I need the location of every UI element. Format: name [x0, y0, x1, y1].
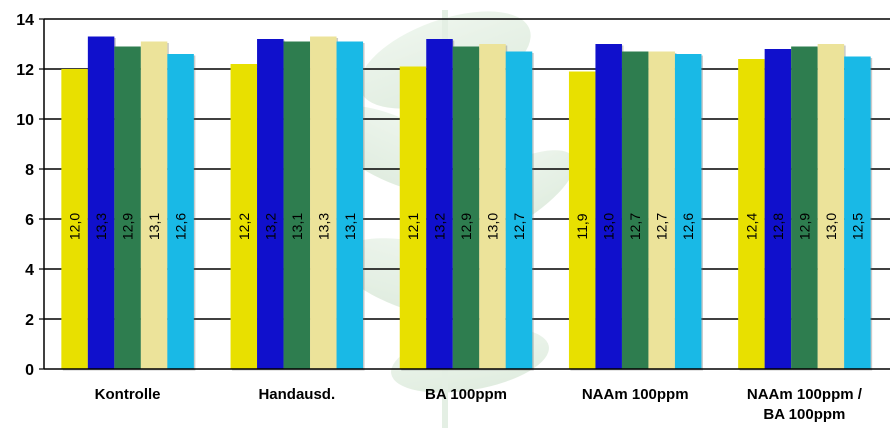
labels: 0 2 4 6 8 10 12 14 12,0 13,3 12,9 13,1 12,6 Kontrolle… — [16, 12, 865, 423]
data-label: 11,9 — [574, 213, 590, 239]
bar — [230, 64, 258, 369]
data-label: 12,9 — [120, 213, 136, 240]
bar — [595, 44, 622, 369]
bar — [283, 41, 311, 369]
data-label: 13,3 — [93, 213, 109, 240]
data-label: 13,0 — [485, 213, 501, 240]
bar — [568, 71, 596, 369]
data-label: 12,7 — [654, 213, 670, 240]
x-tick-label: BA 100ppm — [763, 406, 845, 423]
data-label: 13,0 — [601, 213, 617, 240]
data-label: 12,6 — [173, 213, 189, 240]
data-label: 12,0 — [67, 213, 83, 240]
x-tick-label: Kontrolle — [95, 386, 161, 403]
bar — [844, 56, 871, 369]
data-label: 12,5 — [849, 213, 865, 240]
data-label: 13,0 — [823, 213, 839, 240]
bar — [399, 66, 427, 369]
bar — [452, 46, 480, 369]
bar — [764, 49, 792, 369]
x-tick-label: BA 100ppm — [425, 386, 507, 403]
bar — [505, 51, 533, 369]
data-label: 12,6 — [680, 213, 696, 240]
bar — [87, 36, 115, 369]
bar — [817, 44, 845, 369]
y-tick-label: 8 — [25, 162, 34, 179]
y-tick-label: 2 — [25, 312, 34, 329]
x-tick-label: NAAm 100ppm — [582, 386, 689, 403]
bar — [738, 59, 765, 369]
data-label: 12,8 — [770, 213, 786, 240]
bar — [114, 46, 141, 369]
bar — [648, 51, 675, 369]
data-label: 13,1 — [146, 213, 162, 240]
bar — [426, 39, 453, 369]
y-tick-label: 12 — [16, 62, 34, 79]
x-tick-label: Handausd. — [258, 386, 335, 403]
x-tick-label: NAAm 100ppm / — [747, 386, 863, 403]
data-label: 12,9 — [458, 213, 474, 240]
data-label: 13,3 — [315, 213, 331, 240]
bar — [674, 54, 702, 369]
bar — [140, 41, 168, 369]
y-tick-label: 14 — [16, 12, 34, 29]
bars — [61, 36, 873, 371]
bar — [61, 69, 88, 369]
y-tick-label: 6 — [25, 212, 34, 229]
bar — [167, 54, 194, 369]
data-label: 12,4 — [743, 213, 759, 240]
bar — [336, 41, 364, 369]
data-label: 12,7 — [511, 213, 527, 240]
data-label: 12,9 — [796, 213, 812, 240]
bar — [621, 51, 649, 369]
bar — [257, 39, 284, 369]
data-label: 12,7 — [627, 213, 643, 240]
bar — [310, 36, 337, 369]
data-label: 13,1 — [342, 213, 358, 240]
data-label: 13,1 — [289, 213, 305, 240]
data-label: 13,2 — [432, 213, 448, 240]
y-tick-label: 4 — [25, 262, 34, 279]
data-label: 12,1 — [405, 213, 421, 240]
bar — [479, 44, 506, 369]
bar — [791, 46, 818, 369]
y-tick-label: 10 — [16, 112, 34, 129]
data-label: 12,2 — [236, 213, 252, 240]
axes — [39, 18, 890, 370]
data-label: 13,2 — [262, 213, 278, 240]
y-tick-label: 0 — [25, 362, 34, 379]
